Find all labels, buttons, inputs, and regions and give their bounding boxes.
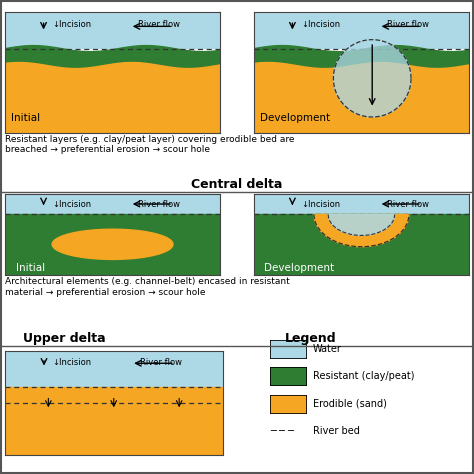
Text: River flow: River flow [138,200,181,209]
Text: River flow: River flow [387,20,429,29]
Text: Resistant layers (e.g. clay/peat layer) covering erodible bed are
breached → pre: Resistant layers (e.g. clay/peat layer) … [5,135,294,155]
Text: Legend: Legend [284,332,336,345]
Polygon shape [333,40,411,117]
Text: ↓Incision: ↓Incision [52,20,91,29]
Text: Development: Development [260,113,330,123]
Text: ↓Incision: ↓Incision [301,200,340,209]
Text: ↓Incision: ↓Incision [301,20,340,29]
Text: ─ ─ ─: ─ ─ ─ [270,426,294,437]
Text: River bed: River bed [313,426,360,437]
Text: River flow: River flow [138,20,181,29]
Polygon shape [52,229,173,259]
Text: ↓Incision: ↓Incision [52,200,91,209]
Text: Water: Water [313,344,342,354]
Text: River flow: River flow [140,358,182,367]
Text: Central delta: Central delta [191,178,283,191]
Text: Initial: Initial [16,263,45,273]
Text: Initial: Initial [11,113,40,123]
Polygon shape [328,215,395,236]
Text: Development: Development [264,263,335,273]
Text: Upper delta: Upper delta [23,332,105,345]
Polygon shape [314,215,409,246]
Text: ↓Incision: ↓Incision [53,358,92,367]
Text: River flow: River flow [387,200,429,209]
Text: Resistant (clay/peat): Resistant (clay/peat) [313,371,414,382]
Text: Erodible (sand): Erodible (sand) [313,399,387,409]
Text: Architectural elements (e.g. channel-belt) encased in resistant
material → prefe: Architectural elements (e.g. channel-bel… [5,277,290,297]
